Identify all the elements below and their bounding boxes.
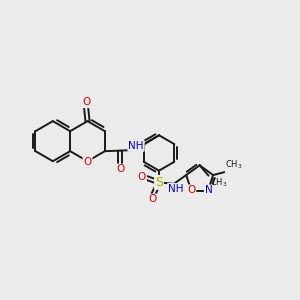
- Text: N: N: [205, 185, 212, 195]
- Text: NH: NH: [168, 184, 183, 194]
- Text: O: O: [138, 172, 146, 182]
- Text: CH$_3$: CH$_3$: [226, 158, 243, 171]
- Text: O: O: [83, 157, 92, 167]
- Text: O: O: [82, 97, 90, 107]
- Text: NH: NH: [128, 141, 144, 151]
- Text: CH$_3$: CH$_3$: [210, 177, 227, 189]
- Text: O: O: [148, 194, 157, 205]
- Text: O: O: [116, 164, 124, 174]
- Text: S: S: [155, 176, 163, 189]
- Text: O: O: [187, 185, 196, 195]
